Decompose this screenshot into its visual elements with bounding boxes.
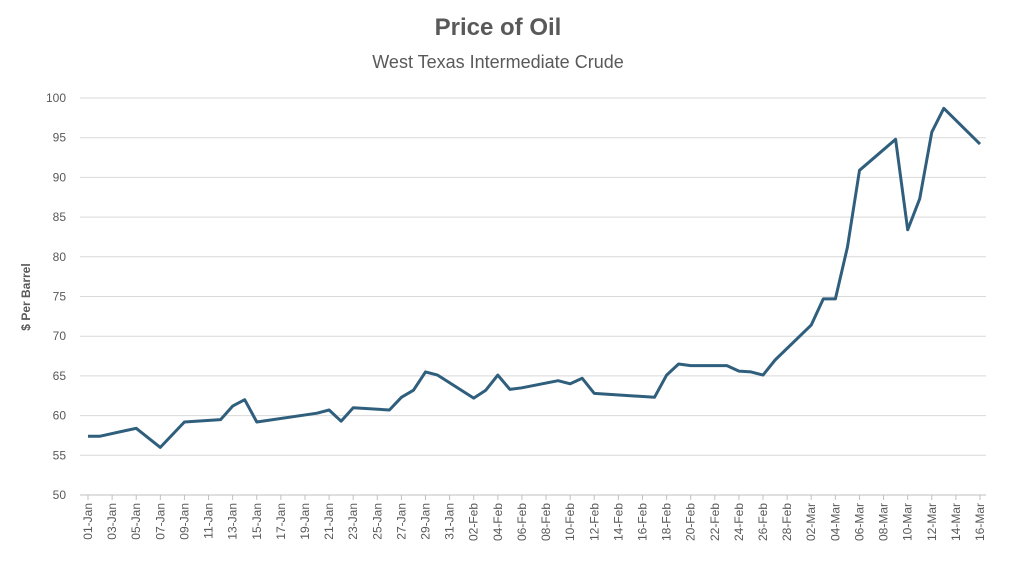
x-tick-label: 08-Mar (877, 503, 891, 541)
x-tick-label: 04-Mar (828, 503, 842, 541)
x-tick-label: 06-Mar (852, 503, 866, 541)
x-tick-label: 31-Jan (443, 503, 457, 540)
x-tick-label: 12-Feb (587, 503, 601, 541)
y-tick-label: 55 (53, 448, 67, 462)
y-tick-label: 50 (53, 488, 67, 502)
x-tick-label: 26-Feb (756, 503, 770, 541)
x-tick-label: 09-Jan (177, 503, 191, 540)
y-tick-label: 80 (53, 250, 67, 264)
y-tick-label: 85 (53, 210, 67, 224)
x-tick-label: 17-Jan (274, 503, 288, 540)
x-tick-label: 07-Jan (153, 503, 167, 540)
y-tick-label: 70 (53, 329, 67, 343)
x-tick-label: 10-Mar (901, 503, 915, 541)
y-tick-label: 100 (46, 91, 66, 105)
x-tick-label: 22-Feb (708, 503, 722, 541)
x-tick-label: 21-Jan (322, 503, 336, 540)
y-tick-label: 90 (53, 170, 67, 184)
x-tick-label: 16-Mar (973, 503, 987, 541)
x-tick-label: 04-Feb (491, 503, 505, 541)
x-tick-label: 16-Feb (635, 503, 649, 541)
x-tick-label: 01-Jan (81, 503, 95, 540)
x-tick-label: 03-Jan (105, 503, 119, 540)
x-tick-label: 05-Jan (129, 503, 143, 540)
line (88, 106, 982, 449)
x-tick-label: 18-Feb (660, 503, 674, 541)
x-tick-label: 13-Jan (226, 503, 240, 540)
x-tick-label: 06-Feb (515, 503, 529, 541)
x-tick-label: 10-Feb (563, 503, 577, 541)
x-tick-label: 12-Mar (925, 503, 939, 541)
x-tick-label: 28-Feb (780, 503, 794, 541)
x-tick-label: 02-Mar (804, 503, 818, 541)
chart-title: Price of Oil (435, 14, 562, 41)
x-tick-label: 27-Jan (394, 503, 408, 540)
x-tick-label: 20-Feb (684, 503, 698, 541)
x-tick-label: 23-Jan (346, 503, 360, 540)
y-axis-label: $ Per Barrel (19, 263, 33, 330)
y-tick-label: 75 (53, 290, 67, 304)
x-tick-label: 25-Jan (370, 503, 384, 540)
x-tick-label: 14-Mar (949, 503, 963, 541)
x-tick-label: 29-Jan (419, 503, 433, 540)
x-tick-label: 02-Feb (467, 503, 481, 541)
x-tick-label: 15-Jan (250, 503, 264, 540)
x-tick-label: 11-Jan (202, 503, 216, 539)
x-tick-label: 24-Feb (732, 503, 746, 541)
y-tick-label: 60 (53, 409, 67, 423)
y-tick-label: 65 (53, 369, 67, 383)
x-tick-label: 08-Feb (539, 503, 553, 541)
x-tick-label: 19-Jan (298, 503, 312, 540)
y-tick-label: 95 (53, 131, 67, 145)
x-tick-label: 14-Feb (611, 503, 625, 541)
chart-subtitle: West Texas Intermediate Crude (372, 52, 623, 72)
